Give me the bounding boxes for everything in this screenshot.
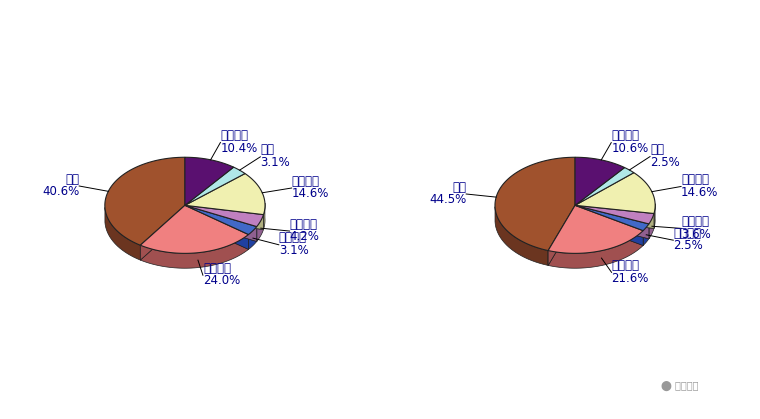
Polygon shape <box>141 205 185 260</box>
Polygon shape <box>575 205 654 224</box>
Polygon shape <box>185 205 249 249</box>
Text: ⬤ 豆丁施工: ⬤ 豆丁施工 <box>661 380 699 391</box>
Polygon shape <box>185 205 264 230</box>
Polygon shape <box>649 214 654 239</box>
Polygon shape <box>654 204 655 228</box>
Text: 24.0%: 24.0% <box>203 274 240 287</box>
Text: 3.1%: 3.1% <box>261 156 290 169</box>
Polygon shape <box>185 205 257 241</box>
Polygon shape <box>548 230 643 268</box>
Text: 车辆伤害: 车辆伤害 <box>681 215 709 228</box>
Text: 21.6%: 21.6% <box>612 272 649 285</box>
Text: 4.2%: 4.2% <box>290 230 319 243</box>
Polygon shape <box>185 167 245 205</box>
Polygon shape <box>495 157 575 251</box>
Polygon shape <box>257 215 264 241</box>
Polygon shape <box>185 205 264 227</box>
Polygon shape <box>575 173 655 214</box>
Text: 40.6%: 40.6% <box>42 185 79 198</box>
Polygon shape <box>249 227 257 249</box>
Text: 44.5%: 44.5% <box>429 193 466 206</box>
Polygon shape <box>575 205 654 228</box>
Text: 14.6%: 14.6% <box>681 186 718 199</box>
Polygon shape <box>575 205 643 246</box>
Text: 物体打击: 物体打击 <box>673 227 701 240</box>
Text: 坍塌: 坍塌 <box>65 173 79 186</box>
Text: 触电: 触电 <box>261 143 274 156</box>
Polygon shape <box>141 205 249 253</box>
Polygon shape <box>575 168 634 205</box>
Polygon shape <box>495 207 548 266</box>
Polygon shape <box>185 205 249 249</box>
Polygon shape <box>185 205 257 241</box>
Text: 坍塌: 坍塌 <box>452 181 466 194</box>
Polygon shape <box>141 235 249 268</box>
Text: 3.1%: 3.1% <box>279 244 309 257</box>
Text: 高处坠落: 高处坠落 <box>220 129 249 142</box>
Text: 其他伤害: 其他伤害 <box>612 259 640 272</box>
Text: 10.4%: 10.4% <box>220 142 258 155</box>
Text: 物体打击: 物体打击 <box>279 231 307 244</box>
Polygon shape <box>264 203 265 230</box>
Polygon shape <box>141 205 185 260</box>
Text: 2.5%: 2.5% <box>650 156 679 169</box>
Text: 起重伤害: 起重伤害 <box>292 175 320 188</box>
Text: 起重伤害: 起重伤害 <box>681 173 709 186</box>
Text: 触电: 触电 <box>650 143 664 156</box>
Text: 车辆伤害: 车辆伤害 <box>290 218 318 231</box>
Polygon shape <box>575 157 625 205</box>
Polygon shape <box>185 157 233 205</box>
Polygon shape <box>575 205 649 239</box>
Text: 3.6%: 3.6% <box>681 228 711 241</box>
Text: 其他伤害: 其他伤害 <box>203 262 231 275</box>
Polygon shape <box>575 205 654 228</box>
Polygon shape <box>575 205 643 246</box>
Polygon shape <box>105 207 141 260</box>
Polygon shape <box>105 157 185 245</box>
Polygon shape <box>548 205 575 266</box>
Polygon shape <box>185 205 264 230</box>
Text: 10.6%: 10.6% <box>611 142 648 155</box>
Text: 高处坠落: 高处坠落 <box>611 129 639 142</box>
Text: 2.5%: 2.5% <box>673 239 703 252</box>
Polygon shape <box>575 205 649 239</box>
Polygon shape <box>575 205 649 230</box>
Polygon shape <box>185 205 257 235</box>
Polygon shape <box>185 173 265 215</box>
Polygon shape <box>548 205 575 266</box>
Polygon shape <box>643 224 649 246</box>
Polygon shape <box>548 205 643 253</box>
Text: 14.6%: 14.6% <box>292 187 329 200</box>
